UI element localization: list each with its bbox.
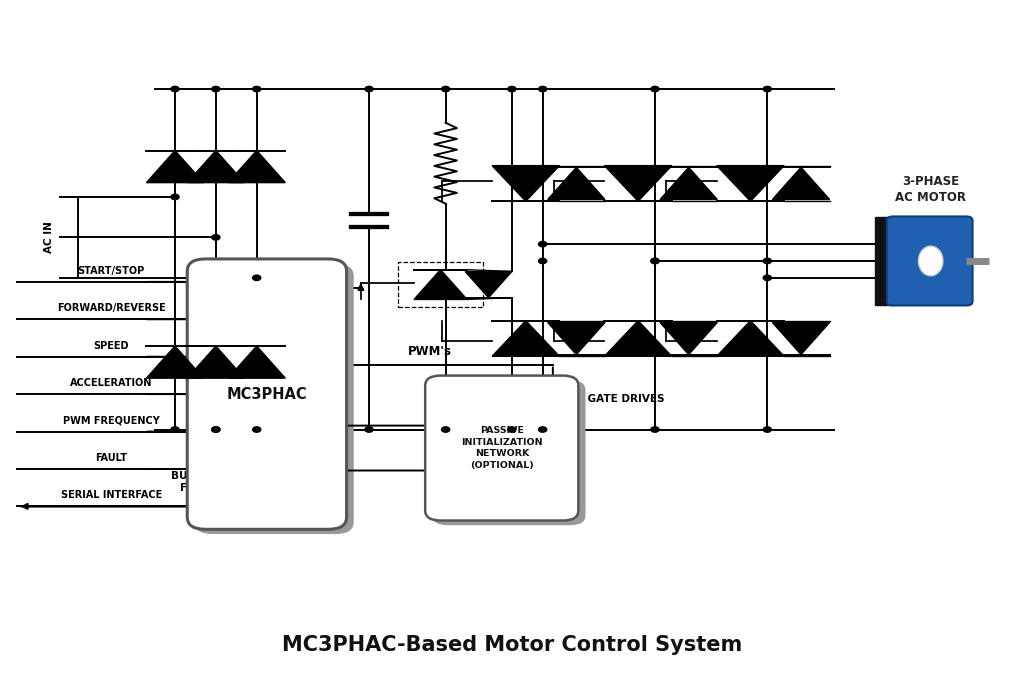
Polygon shape bbox=[548, 322, 605, 355]
Polygon shape bbox=[187, 150, 245, 183]
Text: SPEED: SPEED bbox=[93, 341, 129, 351]
Circle shape bbox=[539, 258, 547, 263]
Circle shape bbox=[253, 427, 261, 432]
Circle shape bbox=[441, 427, 450, 432]
FancyBboxPatch shape bbox=[187, 259, 346, 529]
Circle shape bbox=[253, 275, 261, 280]
Text: PWM's: PWM's bbox=[409, 345, 453, 358]
Polygon shape bbox=[228, 346, 286, 378]
FancyBboxPatch shape bbox=[432, 380, 586, 525]
Text: ACCELERATION: ACCELERATION bbox=[70, 378, 153, 388]
Circle shape bbox=[171, 194, 179, 200]
Polygon shape bbox=[772, 167, 829, 200]
Text: FAULT: FAULT bbox=[95, 453, 127, 463]
Text: START/STOP: START/STOP bbox=[78, 266, 144, 276]
Circle shape bbox=[651, 427, 659, 432]
Circle shape bbox=[212, 427, 220, 432]
FancyBboxPatch shape bbox=[887, 217, 973, 305]
Polygon shape bbox=[493, 321, 559, 356]
Polygon shape bbox=[146, 346, 204, 378]
Circle shape bbox=[253, 87, 261, 92]
Text: MC3PHAC-Based Motor Control System: MC3PHAC-Based Motor Control System bbox=[282, 636, 742, 655]
Polygon shape bbox=[414, 269, 467, 299]
Text: SERIAL INTERFACE: SERIAL INTERFACE bbox=[60, 490, 162, 500]
Polygon shape bbox=[146, 150, 204, 183]
Text: 3-PHASE
AC MOTOR: 3-PHASE AC MOTOR bbox=[895, 175, 967, 204]
FancyBboxPatch shape bbox=[195, 263, 353, 534]
Polygon shape bbox=[228, 150, 286, 183]
Circle shape bbox=[763, 87, 771, 92]
Polygon shape bbox=[548, 167, 605, 200]
Circle shape bbox=[651, 258, 659, 263]
Polygon shape bbox=[772, 322, 829, 355]
Text: RESISTIVE
BRAKE
CONTROL: RESISTIVE BRAKE CONTROL bbox=[435, 446, 496, 482]
FancyBboxPatch shape bbox=[425, 376, 579, 521]
Text: MC3PHAC: MC3PHAC bbox=[226, 387, 307, 401]
Text: PASSIVE
INITIALIZATION
NETWORK
(OPTIONAL): PASSIVE INITIALIZATION NETWORK (OPTIONAL… bbox=[461, 426, 543, 471]
Circle shape bbox=[508, 427, 516, 432]
Circle shape bbox=[212, 235, 220, 240]
Circle shape bbox=[651, 258, 659, 263]
Polygon shape bbox=[493, 166, 559, 201]
Circle shape bbox=[539, 87, 547, 92]
Circle shape bbox=[539, 242, 547, 247]
Text: AC IN: AC IN bbox=[44, 221, 54, 253]
Text: BUS VOLTAGE
FEEDBACK: BUS VOLTAGE FEEDBACK bbox=[171, 471, 250, 493]
Circle shape bbox=[171, 87, 179, 92]
Circle shape bbox=[763, 427, 771, 432]
Polygon shape bbox=[187, 346, 245, 378]
Polygon shape bbox=[717, 321, 784, 356]
Circle shape bbox=[539, 427, 547, 432]
Polygon shape bbox=[465, 271, 512, 298]
Circle shape bbox=[212, 87, 220, 92]
Circle shape bbox=[651, 87, 659, 92]
Circle shape bbox=[212, 427, 220, 432]
FancyBboxPatch shape bbox=[874, 217, 893, 305]
Circle shape bbox=[171, 427, 179, 432]
Circle shape bbox=[508, 87, 516, 92]
Polygon shape bbox=[604, 166, 672, 201]
Text: PWM FREQUENCY: PWM FREQUENCY bbox=[62, 416, 160, 425]
Ellipse shape bbox=[919, 246, 943, 276]
Polygon shape bbox=[717, 166, 784, 201]
Circle shape bbox=[763, 275, 771, 280]
Circle shape bbox=[365, 427, 373, 432]
Polygon shape bbox=[604, 321, 672, 356]
Circle shape bbox=[441, 87, 450, 92]
Circle shape bbox=[365, 87, 373, 92]
Polygon shape bbox=[660, 322, 718, 355]
Circle shape bbox=[763, 258, 771, 263]
Polygon shape bbox=[660, 167, 718, 200]
Text: FORWARD/REVERSE: FORWARD/REVERSE bbox=[56, 303, 166, 313]
Text: TO GATE DRIVES: TO GATE DRIVES bbox=[568, 394, 665, 404]
